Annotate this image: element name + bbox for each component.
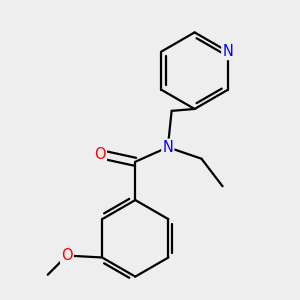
Text: N: N bbox=[222, 44, 233, 59]
Text: N: N bbox=[162, 140, 173, 155]
Text: O: O bbox=[61, 248, 73, 263]
Text: O: O bbox=[94, 147, 106, 162]
